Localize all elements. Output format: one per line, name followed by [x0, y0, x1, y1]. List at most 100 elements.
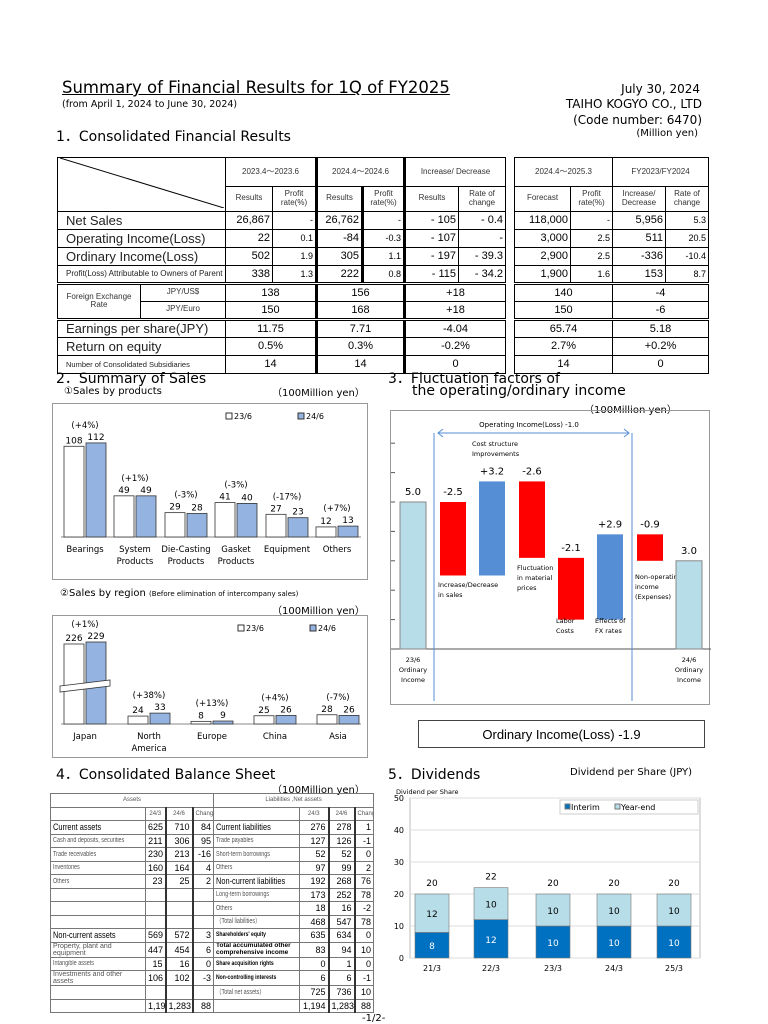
bar-24-6	[236, 503, 258, 538]
waterfall-category-label: Labor Costs	[556, 617, 575, 635]
bar-interim	[473, 919, 509, 959]
bs-label-cell: Share acquisition rights	[213, 956, 301, 971]
value-cell: 7.71	[315, 317, 406, 338]
bs-value	[145, 985, 166, 1000]
waterfall-value: -2.5	[443, 487, 463, 498]
bar-value-label: 29	[169, 503, 181, 513]
row-label: Profit(Loss) Attributable to Owners of P…	[57, 264, 226, 284]
waterfall-bar	[440, 502, 466, 576]
label-line: Costs	[556, 627, 574, 635]
bs-value: 725	[299, 985, 330, 1000]
value-cell: 338	[225, 264, 273, 284]
subheader-row: Results Profit rate(%) Results Profit rate(…	[58, 185, 710, 212]
bar-value-label: 13	[342, 516, 353, 526]
fx-currency: JPY/US$	[140, 281, 226, 302]
bs-row: Investments and other assets 106 102 -3 Non-…	[50, 970, 375, 986]
bs-value: 16	[327, 901, 356, 916]
x-tick-label: 23/3	[544, 964, 562, 973]
category-label: Products	[117, 557, 154, 567]
bs-value: 0	[191, 956, 215, 971]
value-cell: 65.74	[514, 317, 613, 338]
bar-23-6	[214, 502, 236, 538]
row-label: Operating Income(Loss)	[57, 228, 226, 248]
value-cell: -10.4	[664, 246, 710, 266]
value-cell: 2.5	[570, 246, 613, 266]
value-cell: -84	[315, 228, 364, 248]
bs-value: 252	[327, 887, 356, 902]
y-tick-label: 0	[399, 954, 404, 963]
value-cell: 0.3%	[315, 336, 406, 356]
bar-23-6	[253, 715, 275, 725]
legend-label: 23/6	[234, 412, 252, 421]
dividend-unit: Dividend per Share (JPY)	[570, 767, 693, 778]
legend-box	[559, 799, 699, 815]
bar-23-6	[63, 445, 85, 538]
value-cell: 5.18	[611, 317, 710, 338]
bs-value: 2	[191, 874, 215, 889]
category-label: Products	[168, 557, 205, 567]
value-cell: 140	[514, 281, 613, 302]
legend-swatch	[225, 412, 233, 420]
value-cell: +18	[404, 281, 506, 302]
row-label: Ordinary Income(Loss)	[57, 246, 226, 266]
bar-24-6	[212, 720, 234, 725]
bs-label-cell	[50, 901, 146, 916]
bs-value: 4	[191, 860, 215, 875]
value-cell: -0.3	[361, 228, 406, 248]
bs-value: 1,194	[299, 998, 330, 1013]
value-cell: 1,900	[514, 264, 571, 284]
bs-label: （Total liabilities）	[216, 918, 261, 926]
subheader-row: 24/324/6Change24/324/6Change	[50, 806, 375, 821]
balance-sheet-table: Assets Liabilities ,Net assets 24/3 24/6 Cha…	[49, 793, 375, 1013]
release-date: July 30, 2024	[621, 82, 700, 96]
bs-value: 6	[299, 970, 330, 986]
value-cell: 0.5%	[225, 336, 317, 356]
value-cell: 138	[225, 281, 317, 302]
col-header: 24/6	[327, 806, 356, 821]
bs-value: 1,283	[164, 998, 194, 1013]
header-row: Assets Liabilities ,Net assets	[49, 793, 375, 808]
waterfall-value: 3.0	[681, 546, 697, 557]
label-line: Non-operating	[635, 573, 682, 581]
bs-label: Cash and deposits, securities	[53, 837, 125, 845]
value-cell: - 0.4	[458, 210, 506, 230]
products-unit: （100Million yen）	[272, 388, 365, 399]
bar-year-end	[473, 887, 509, 920]
value-cell: 2.7%	[514, 336, 613, 356]
label-line: Fluctuation	[517, 564, 553, 572]
value-cell: 2.5	[570, 228, 613, 248]
column-header: Results	[225, 185, 273, 212]
bar-value-label: 9	[220, 711, 226, 721]
bs-value: 88	[191, 998, 215, 1013]
bs-value: 88	[354, 998, 375, 1013]
bar-23-6	[127, 715, 149, 725]
bar-value-label: 49	[140, 486, 152, 496]
value-cell: -4.04	[404, 317, 506, 338]
ordinary-income-change: Ordinary Income(Loss) -1.9	[418, 720, 705, 748]
category-label: America	[131, 744, 166, 754]
period-note: (from April 1, 2024 to June 30, 2024)	[62, 99, 238, 110]
value-cell: 22	[225, 228, 273, 248]
bs-value: 230	[145, 847, 166, 862]
bs-label: Total accumulated other comprehensive in…	[213, 941, 301, 958]
bs-label-cell: Shareholders' equity	[213, 928, 301, 943]
change-label: (+13%)	[196, 699, 229, 709]
bs-value: 736	[327, 985, 356, 1000]
data-row: Net Sales 26,867-26,762- - 105- 0.4 118,000…	[57, 210, 710, 230]
bs-value	[145, 901, 166, 916]
bs-value	[164, 985, 194, 1000]
value-cell: 222	[315, 264, 364, 284]
column-header: Results	[315, 185, 364, 212]
waterfall-category-label: 24/6 Ordinary Income	[675, 656, 703, 684]
label-line: FX rates	[595, 627, 622, 635]
bar-value-label: 8	[198, 711, 204, 721]
value-cell: 1.3	[272, 264, 317, 284]
bs-label: Inventories	[53, 864, 80, 872]
change-label: (+38%)	[133, 691, 166, 701]
bar-24-6	[275, 715, 297, 725]
legend-swatch	[614, 803, 621, 810]
bs-value: 569	[145, 928, 166, 943]
section-3-title: 3．Fluctuation factors of	[388, 371, 560, 387]
row-label: Return on equity	[57, 336, 226, 356]
bs-row: （Total liabilities） 468 547 78	[50, 914, 375, 929]
